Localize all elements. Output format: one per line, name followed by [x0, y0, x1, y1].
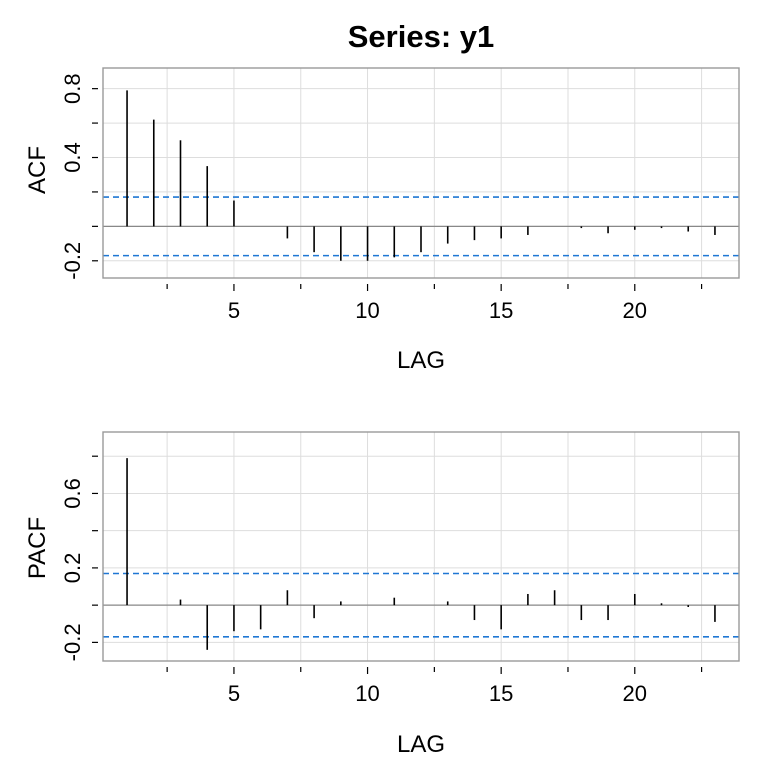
acf-x-tick-label: 20 [623, 298, 647, 323]
pacf-x-tick-label: 5 [228, 681, 240, 706]
pacf-panel: 5 10 15 20 -0.2 0.2 0.6 [60, 431, 740, 706]
acf-y-axis-label: ACF [24, 146, 51, 194]
acf-panel: 5 10 15 20 -0.2 0.4 0.8 [60, 67, 740, 323]
acf-x-tick-label: 15 [489, 298, 513, 323]
pacf-y-tick-label: -0.2 [60, 623, 85, 661]
acf-y-tick-label: 0.8 [60, 73, 85, 104]
acf-x-axis-label: LAG [397, 347, 445, 374]
pacf-y-tick-label: 0.2 [60, 553, 85, 584]
pacf-x-tick-label: 15 [489, 681, 513, 706]
pacf-x-tick-label: 20 [623, 681, 647, 706]
pacf-x-axis-label: LAG [397, 731, 445, 758]
pacf-y-tick-label: 0.6 [60, 478, 85, 509]
pacf-plot-frame [102, 431, 740, 662]
chart-title: Series: y1 [348, 19, 495, 54]
acf-x-tick-label: 10 [355, 298, 379, 323]
acf-y-tick-label: -0.2 [60, 242, 85, 280]
pacf-x-tick-label: 10 [355, 681, 379, 706]
pacf-y-axis-label: PACF [24, 517, 51, 579]
acf-plot-frame [102, 67, 740, 279]
acf-y-tick-label: 0.4 [60, 142, 85, 173]
acf-x-tick-label: 5 [228, 298, 240, 323]
